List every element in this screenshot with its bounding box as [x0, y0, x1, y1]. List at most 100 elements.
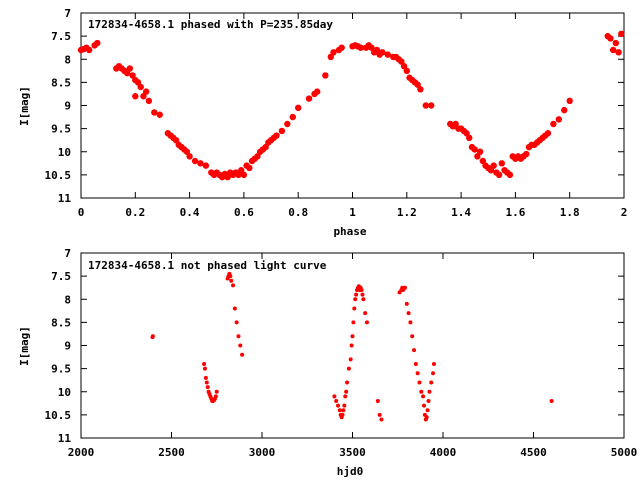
data-point	[129, 72, 136, 79]
data-point	[550, 120, 557, 128]
data-point	[351, 320, 356, 325]
x-tick-label: 1	[349, 206, 356, 219]
data-points	[150, 271, 554, 422]
phased-light-curve-panel: 172834-4658.1 phased with P=235.85day ph…	[18, 7, 627, 238]
data-point	[384, 51, 391, 58]
data-point	[156, 111, 163, 118]
data-point	[134, 79, 142, 86]
data-point	[183, 148, 191, 155]
data-point	[498, 160, 506, 167]
data-point	[408, 320, 413, 325]
data-point	[132, 93, 139, 100]
y-tick-label: 11	[58, 432, 72, 445]
data-point	[85, 46, 93, 54]
data-point	[364, 320, 369, 325]
x-axis-label: phase	[333, 225, 366, 238]
x-tick-label: 1.6	[505, 206, 525, 219]
data-point	[544, 130, 552, 137]
data-point	[357, 44, 364, 51]
data-point	[377, 412, 382, 417]
data-point	[213, 394, 218, 399]
data-point	[379, 417, 384, 422]
data-point	[186, 153, 193, 160]
data-point	[607, 35, 614, 42]
data-point	[495, 171, 503, 179]
data-point	[94, 39, 101, 47]
data-point	[342, 403, 347, 408]
data-point	[368, 44, 375, 51]
data-point	[322, 72, 329, 79]
data-point	[422, 102, 430, 109]
data-point	[375, 399, 380, 403]
data-point	[338, 44, 345, 51]
data-point	[305, 95, 313, 102]
x-tick-label: 1.8	[560, 206, 580, 219]
data-point	[337, 408, 342, 413]
data-point	[137, 83, 144, 91]
data-point	[278, 127, 286, 135]
x-tick-label: 3500	[339, 446, 366, 459]
data-point	[341, 408, 346, 413]
y-tick-label: 9	[64, 100, 71, 113]
data-point	[203, 375, 208, 380]
plot-frame	[80, 12, 625, 199]
data-point	[345, 380, 350, 385]
data-point	[346, 366, 351, 371]
data-point	[419, 389, 424, 394]
unphased-light-curve-panel: 172834-4658.1 not phased light curve hjd…	[18, 247, 637, 478]
data-point	[404, 301, 409, 306]
x-axis-label: hjd0	[337, 465, 364, 478]
data-point	[618, 30, 625, 38]
data-point	[284, 120, 291, 128]
data-point	[363, 311, 368, 316]
y-axis-label: I[mag]	[18, 86, 31, 126]
data-point	[314, 88, 321, 95]
data-point	[232, 306, 237, 311]
y-tick-label: 10	[58, 386, 71, 399]
data-point	[609, 46, 617, 54]
y-tick-label: 11	[58, 192, 72, 205]
data-point	[348, 357, 353, 362]
data-point	[349, 343, 354, 348]
data-points	[77, 30, 625, 181]
data-point	[479, 157, 487, 165]
y-axis-label: I[mag]	[18, 326, 31, 366]
data-point	[490, 162, 497, 169]
data-point	[295, 104, 302, 112]
data-point	[424, 415, 429, 420]
data-point	[254, 153, 261, 160]
x-tick-label: 2000	[68, 446, 95, 459]
data-point	[289, 113, 296, 121]
data-point	[330, 49, 337, 56]
data-point	[431, 362, 436, 366]
data-point	[140, 93, 147, 100]
data-point	[360, 292, 365, 297]
data-point	[452, 120, 459, 128]
data-point	[403, 67, 410, 75]
data-point	[425, 408, 430, 413]
data-point	[145, 97, 153, 105]
data-point	[414, 81, 421, 88]
x-tick-label: 5000	[611, 446, 638, 459]
data-point	[246, 164, 253, 172]
data-point	[417, 86, 424, 93]
data-point	[240, 171, 248, 179]
data-point	[410, 334, 415, 339]
data-point	[352, 306, 357, 311]
data-point	[429, 380, 434, 385]
data-point	[336, 403, 341, 408]
y-tick-label: 7	[64, 7, 71, 20]
data-point	[506, 171, 514, 179]
data-point	[549, 399, 554, 403]
x-tick-label: 4500	[520, 446, 547, 459]
data-point	[343, 394, 348, 399]
data-point	[202, 366, 207, 371]
data-point	[151, 109, 158, 116]
x-tick-label: 1.4	[451, 206, 471, 219]
data-point	[487, 167, 495, 174]
data-point	[202, 362, 207, 366]
y-tick-label: 8	[64, 293, 71, 306]
data-point	[240, 352, 245, 357]
data-point	[566, 97, 573, 105]
